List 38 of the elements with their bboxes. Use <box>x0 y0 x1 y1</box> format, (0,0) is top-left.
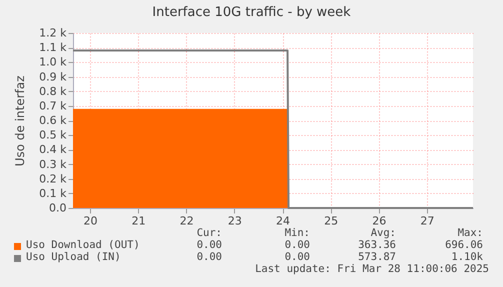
y-axis-title: Uso de interfaz <box>13 76 28 166</box>
y-tick-label: 1.2 k <box>39 26 68 40</box>
text: Min: <box>284 227 310 239</box>
y-tick-label: 0.6 k <box>39 114 68 127</box>
y-tick-label: 0.9 k <box>39 70 68 84</box>
x-tick-label: 24 <box>276 214 290 228</box>
text: 0.00 <box>196 239 222 251</box>
x-tick-label: 23 <box>228 214 242 228</box>
text: Max: <box>458 227 483 239</box>
chart-title: Interface 10G traffic - by week <box>151 5 352 20</box>
y-tick-label: 0.4 k <box>39 143 68 156</box>
text: Avg: <box>370 227 396 239</box>
text: 0.00 <box>284 239 310 251</box>
legend-label: Uso Download (OUT) <box>26 239 140 251</box>
text: Last update: Fri Mar 28 11:00:06 2025 <box>255 263 489 275</box>
text: 573.87 <box>358 251 396 263</box>
text: 0.00 <box>196 251 222 263</box>
text: 363.36 <box>358 239 396 251</box>
x-tick-label: 25 <box>324 214 338 228</box>
text: 696.06 <box>445 239 483 251</box>
x-tick-label: 21 <box>132 214 146 228</box>
text: 0.00 <box>284 251 310 263</box>
x-tick-label: 26 <box>372 214 386 228</box>
y-tick-label: 0.0 <box>49 202 66 214</box>
legend-label: Uso Upload (IN) <box>26 251 121 263</box>
y-tick-label: 0.2 k <box>39 172 68 186</box>
y-tick-label: 0.3 k <box>39 158 68 171</box>
x-tick-label: 27 <box>420 214 434 228</box>
y-tick-label: 0.8 k <box>39 84 68 98</box>
text: 1.10k <box>451 251 483 263</box>
y-tick-label: 1.1 k <box>39 41 68 54</box>
x-tick-label: 22 <box>180 214 194 228</box>
x-tick-label: 20 <box>84 214 98 228</box>
y-tick-label: 0.1 k <box>39 186 68 200</box>
text: Cur: <box>196 227 222 239</box>
y-tick-label: 1.0 k <box>39 56 68 69</box>
y-tick-label: 0.5 k <box>39 128 68 142</box>
y-tick-label: 0.7 k <box>39 99 68 112</box>
